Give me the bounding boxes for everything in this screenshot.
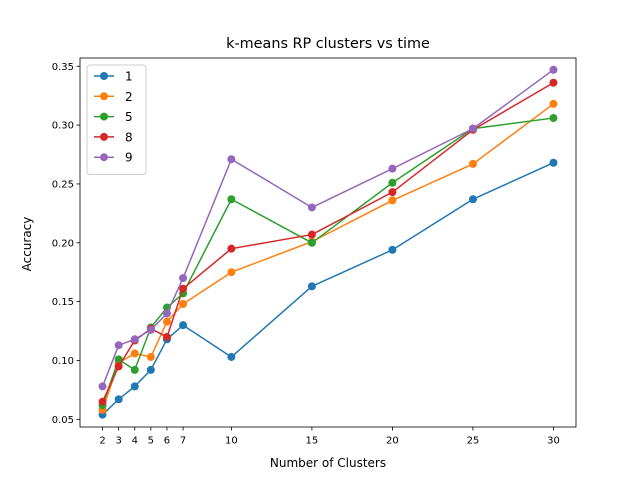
data-point-series-2	[130, 349, 139, 358]
y-tick-label: 0.20	[52, 238, 74, 249]
x-tick-label: 30	[547, 436, 560, 447]
data-point-series-9	[549, 65, 558, 74]
axes-frame	[79, 57, 577, 428]
x-tick-label: 15	[306, 436, 319, 447]
x-axis-label: Number of Clusters	[270, 456, 386, 470]
data-point-series-5	[388, 178, 397, 187]
legend-box	[86, 64, 147, 175]
legend-marker-5	[100, 112, 108, 121]
data-point-series-5	[227, 195, 236, 204]
data-point-series-9	[162, 309, 171, 318]
y-tick-label: 0.35	[52, 62, 74, 73]
plot-area: 2 3 4 5 6 7 10 15 20 25 300.050.100.150.200.250.30…	[52, 57, 577, 447]
x-tick-label: 25	[467, 436, 480, 447]
legend-marker-1	[100, 72, 108, 80]
legend-marker-9	[100, 153, 108, 162]
x-tick-label: 6	[164, 436, 170, 447]
data-point-series-5	[549, 114, 558, 123]
y-tick-label: 0.15	[52, 297, 74, 308]
data-point-series-8	[307, 230, 316, 239]
data-point-series-2	[388, 196, 397, 205]
data-point-series-9	[98, 382, 107, 391]
data-point-series-5	[114, 355, 123, 364]
x-tick-label: 20	[386, 436, 399, 447]
x-tick-label: 2	[99, 436, 105, 447]
data-point-series-9	[468, 124, 477, 133]
data-point-series-8	[114, 362, 123, 371]
data-point-series-1	[114, 395, 123, 404]
y-tick-label: 0.05	[52, 415, 74, 426]
data-point-series-2	[549, 99, 558, 108]
data-point-series-2	[179, 300, 188, 308]
data-point-series-9	[307, 203, 316, 212]
data-point-series-1	[227, 352, 236, 361]
data-point-series-1	[549, 158, 558, 167]
data-point-series-1	[307, 282, 316, 291]
legend-label: 5	[125, 110, 133, 124]
x-tick-label: 10	[225, 436, 238, 447]
y-tick-label: 0.30	[52, 121, 74, 132]
chart-title: k-means RP clusters vs time	[226, 36, 430, 52]
data-point-series-2	[146, 352, 155, 361]
legend-marker-8	[100, 132, 108, 141]
data-point-series-2	[162, 317, 171, 326]
x-tick-label: 3	[115, 436, 121, 447]
legend-label: 1	[125, 70, 133, 84]
data-point-series-9	[146, 325, 155, 334]
data-point-series-8	[549, 78, 558, 87]
data-point-series-9	[114, 341, 123, 350]
x-tick-label: 5	[148, 436, 154, 447]
data-point-series-2	[468, 159, 477, 168]
legend-label: 9	[125, 151, 133, 165]
data-point-series-1	[388, 245, 397, 254]
data-point-series-5	[307, 238, 316, 247]
x-tick-label: 7	[180, 436, 186, 447]
data-point-series-1	[130, 382, 139, 391]
y-tick-label: 0.25	[52, 180, 74, 191]
legend: 1 2 5 8 9	[86, 64, 147, 175]
data-point-series-9	[227, 155, 236, 164]
y-tick-label: 0.10	[52, 356, 74, 367]
data-point-series-8	[227, 244, 236, 253]
x-tick-label: 4	[132, 436, 138, 447]
data-point-series-9	[388, 164, 397, 173]
legend-label: 2	[125, 90, 133, 104]
data-point-series-5	[130, 365, 139, 374]
data-point-series-9	[179, 274, 188, 283]
data-point-series-1	[468, 195, 477, 204]
y-axis-label: Accuracy	[20, 217, 34, 272]
data-point-series-9	[130, 335, 139, 344]
data-point-series-8	[179, 284, 188, 293]
data-point-series-1	[146, 365, 155, 374]
legend-marker-2	[100, 92, 108, 101]
data-point-series-2	[227, 268, 236, 277]
legend-label: 8	[125, 130, 133, 144]
data-point-series-8	[162, 332, 171, 341]
data-point-series-1	[179, 321, 188, 330]
data-point-series-8	[388, 188, 397, 197]
data-point-series-8	[98, 397, 107, 406]
